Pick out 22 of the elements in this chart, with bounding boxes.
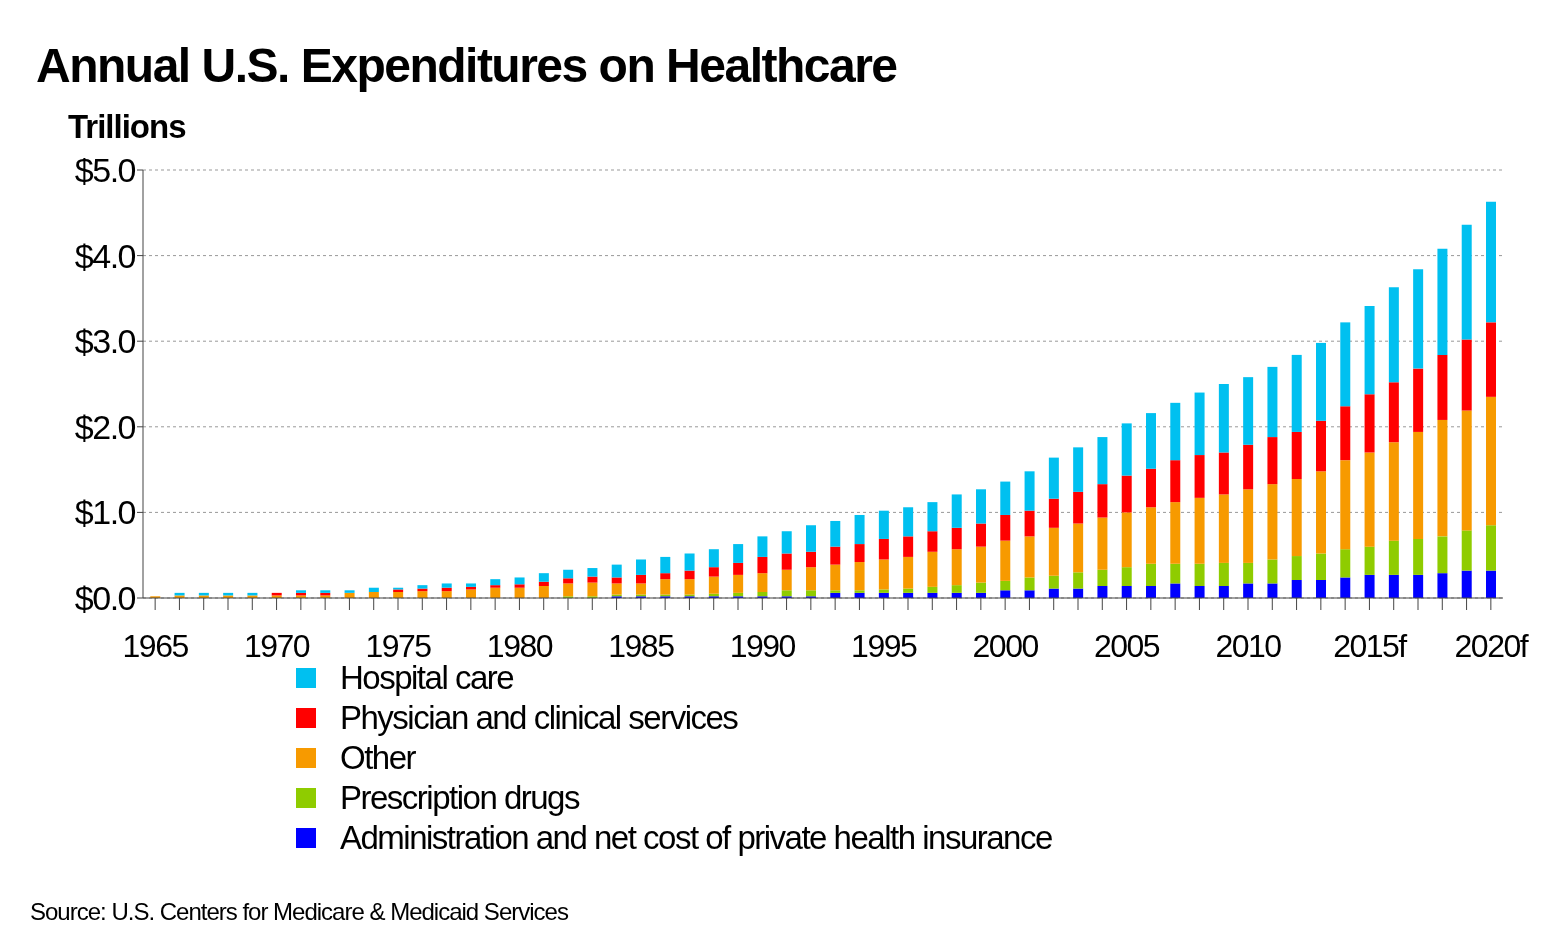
x-tick-label: 1985: [608, 627, 675, 664]
y-axis-title: Trillions: [68, 108, 186, 146]
x-tick-label: 2015f: [1333, 627, 1408, 664]
legend-label: Administration and net cost of private health insurance: [340, 819, 1052, 857]
x-tick-label: 2010: [1215, 627, 1282, 664]
x-tick-label: 1995: [851, 627, 918, 664]
y-tick-label: $1.0: [74, 493, 136, 532]
legend-label: Prescription drugs: [340, 779, 579, 817]
source-note: Source: U.S. Centers for Medicare & Medicaid Services: [30, 898, 568, 926]
y-tick-label: $0.0: [74, 579, 136, 618]
chart-title: Annual U.S. Expenditures on Healthcare: [36, 38, 897, 93]
y-tick-label: $4.0: [74, 236, 136, 275]
x-tick-label: 1990: [729, 627, 796, 664]
x-tick-label: 2000: [972, 627, 1039, 664]
y-tick-label: $3.0: [74, 322, 136, 361]
legend-label: Other: [340, 739, 416, 777]
x-tick-label: 1970: [243, 627, 310, 664]
y-tick-label: $2.0: [74, 407, 136, 446]
x-tick-label: 2020f: [1454, 627, 1529, 664]
x-tick-label: 2005: [1093, 627, 1160, 664]
legend-label: Physician and clinical services: [340, 699, 738, 737]
x-tick-label: 1965: [122, 627, 189, 664]
